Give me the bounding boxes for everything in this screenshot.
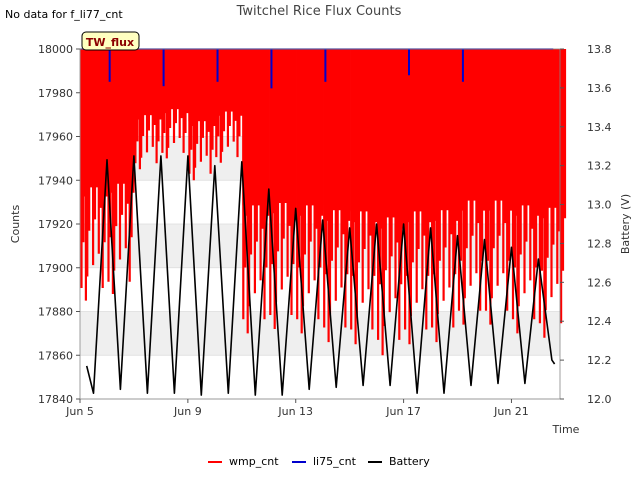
- wmp-cnt-day-spikes: [457, 49, 486, 325]
- series-battery: [85, 155, 556, 396]
- wmp-cnt-day-spikes: [511, 49, 540, 334]
- y-tick-label: 17880: [38, 306, 73, 319]
- wmp-cnt-day-spikes: [538, 49, 567, 338]
- battery-line: [85, 155, 556, 396]
- y2-tick-label: 13.2: [587, 160, 612, 173]
- x-tick-label: Jun 17: [385, 405, 421, 418]
- wmp-cnt-day-spikes: [269, 49, 297, 329]
- x-tick-label: Jun 13: [277, 405, 313, 418]
- series-wmp-cnt: [80, 48, 567, 356]
- y2-tick-label: 12.4: [587, 315, 612, 328]
- site-badge-box: [81, 31, 140, 51]
- y-tick-label: 17980: [38, 87, 73, 100]
- wmp-cnt-day-spikes: [242, 49, 270, 334]
- wmp-cnt-day-spikes: [296, 49, 324, 334]
- y2-tick-label: 12.0: [587, 393, 612, 406]
- y2-tick-label: 13.8: [587, 43, 612, 56]
- x-tick-label: Jun 5: [65, 405, 94, 418]
- y-tick-label: 17840: [38, 393, 73, 406]
- y-axis-label: Counts: [9, 205, 22, 244]
- site-badge: TW_flux: [81, 31, 140, 51]
- y-ticks: 17840 17860 17880 17900 17920 17940 17960 17980…: [38, 43, 80, 406]
- legend-label-wmp-cnt: wmp_cnt: [229, 455, 279, 468]
- y-tick-label: 17900: [38, 262, 73, 275]
- y-tick-label: 17940: [38, 174, 73, 187]
- y2-ticks: 12.0 12.2 12.4 12.6 12.8 13.0 13.2 13.4 13.6 13.8: [560, 43, 612, 406]
- band: [80, 311, 560, 356]
- y-tick-label: 17960: [38, 131, 73, 144]
- y2-tick-label: 13.6: [587, 82, 612, 95]
- wmp-cnt-day-spikes: [80, 49, 108, 301]
- site-badge-label: TW_flux: [86, 36, 134, 49]
- y2-axis-label: Battery (V): [619, 194, 632, 254]
- wmp-cnt-day-spikes: [107, 49, 135, 294]
- y2-tick-label: 13.0: [587, 199, 612, 212]
- wmp-cnt-day-spikes: [215, 49, 243, 163]
- legend-label-battery: Battery: [389, 455, 430, 468]
- y-tick-label: 17860: [38, 349, 73, 362]
- wmp-cnt-day-spikes: [134, 49, 162, 170]
- no-data-note: No data for f_li77_cnt: [5, 8, 123, 21]
- wmp-cnt-day-spikes: [188, 49, 216, 181]
- x-axis-label: Time: [552, 423, 580, 436]
- chart-title: Twitchel Rice Flux Counts: [236, 4, 402, 19]
- wmp-cnt-day-spikes: [161, 49, 189, 159]
- legend: wmp_cnt li75_cnt Battery: [208, 455, 430, 468]
- y-tick-label: 18000: [38, 43, 73, 56]
- y2-tick-label: 12.6: [587, 276, 612, 289]
- x-tick-label: Jun 21: [493, 405, 529, 418]
- y2-tick-label: 12.8: [587, 237, 612, 250]
- y2-tick-label: 13.4: [587, 121, 612, 134]
- wmp-cnt-day-spikes: [484, 49, 513, 325]
- wmp-cnt-day-spikes: [377, 49, 405, 356]
- series-li75-cnt: [108, 49, 464, 89]
- wmp-cnt-day-spikes: [404, 49, 432, 345]
- wmp-cnt-day-spikes: [431, 49, 459, 343]
- y-tick-label: 17920: [38, 218, 73, 231]
- wmp-cnt-day-spikes: [323, 49, 351, 343]
- legend-label-li75-cnt: li75_cnt: [313, 455, 357, 468]
- wmp-cnt-day-spikes: [350, 49, 378, 345]
- x-tick-label: Jun 9: [173, 405, 202, 418]
- y2-tick-label: 12.2: [587, 354, 612, 367]
- x-ticks: Jun 5 Jun 9 Jun 13 Jun 17 Jun 21: [65, 399, 529, 418]
